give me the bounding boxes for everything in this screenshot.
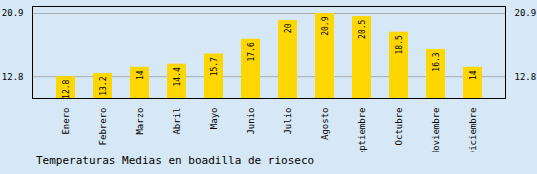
svg-text:Marzo: Marzo xyxy=(135,108,145,135)
svg-text:14: 14 xyxy=(136,70,145,80)
svg-text:Febrero: Febrero xyxy=(98,108,108,146)
svg-text:Mayo: Mayo xyxy=(209,108,219,130)
svg-text:Diciembre: Diciembre xyxy=(468,108,478,153)
svg-text:Enero: Enero xyxy=(61,108,71,135)
svg-text:Agosto: Agosto xyxy=(320,108,330,141)
html-text:Temperaturas Medias en boadill: Temperaturas Medias en boadilla de riose… xyxy=(36,154,315,167)
svg-text:13.2: 13.2 xyxy=(99,76,108,95)
svg-text:14: 14 xyxy=(469,70,478,80)
svg-text:20: 20 xyxy=(284,23,293,33)
svg-text:20.9: 20.9 xyxy=(2,8,24,18)
svg-text:Octubre: Octubre xyxy=(394,108,404,146)
svg-text:18.5: 18.5 xyxy=(395,35,404,54)
svg-text:Abril: Abril xyxy=(172,108,182,135)
svg-text:Julio: Julio xyxy=(283,108,293,135)
svg-text:Noviembre: Noviembre xyxy=(431,108,441,153)
svg-text:12.8: 12.8 xyxy=(62,79,71,98)
svg-text:14.4: 14.4 xyxy=(173,67,182,86)
svg-text:16.3: 16.3 xyxy=(432,52,441,71)
svg-text:20.9: 20.9 xyxy=(321,16,330,35)
svg-text:12.8: 12.8 xyxy=(2,72,24,82)
svg-text:20.5: 20.5 xyxy=(358,19,367,38)
svg-text:Junio: Junio xyxy=(246,108,256,135)
svg-text:17.6: 17.6 xyxy=(247,42,256,61)
svg-text:12.8: 12.8 xyxy=(515,72,537,82)
svg-text:15.7: 15.7 xyxy=(210,57,219,76)
svg-text:Septiembre: Septiembre xyxy=(357,108,367,153)
svg-text:20.9: 20.9 xyxy=(515,8,537,18)
